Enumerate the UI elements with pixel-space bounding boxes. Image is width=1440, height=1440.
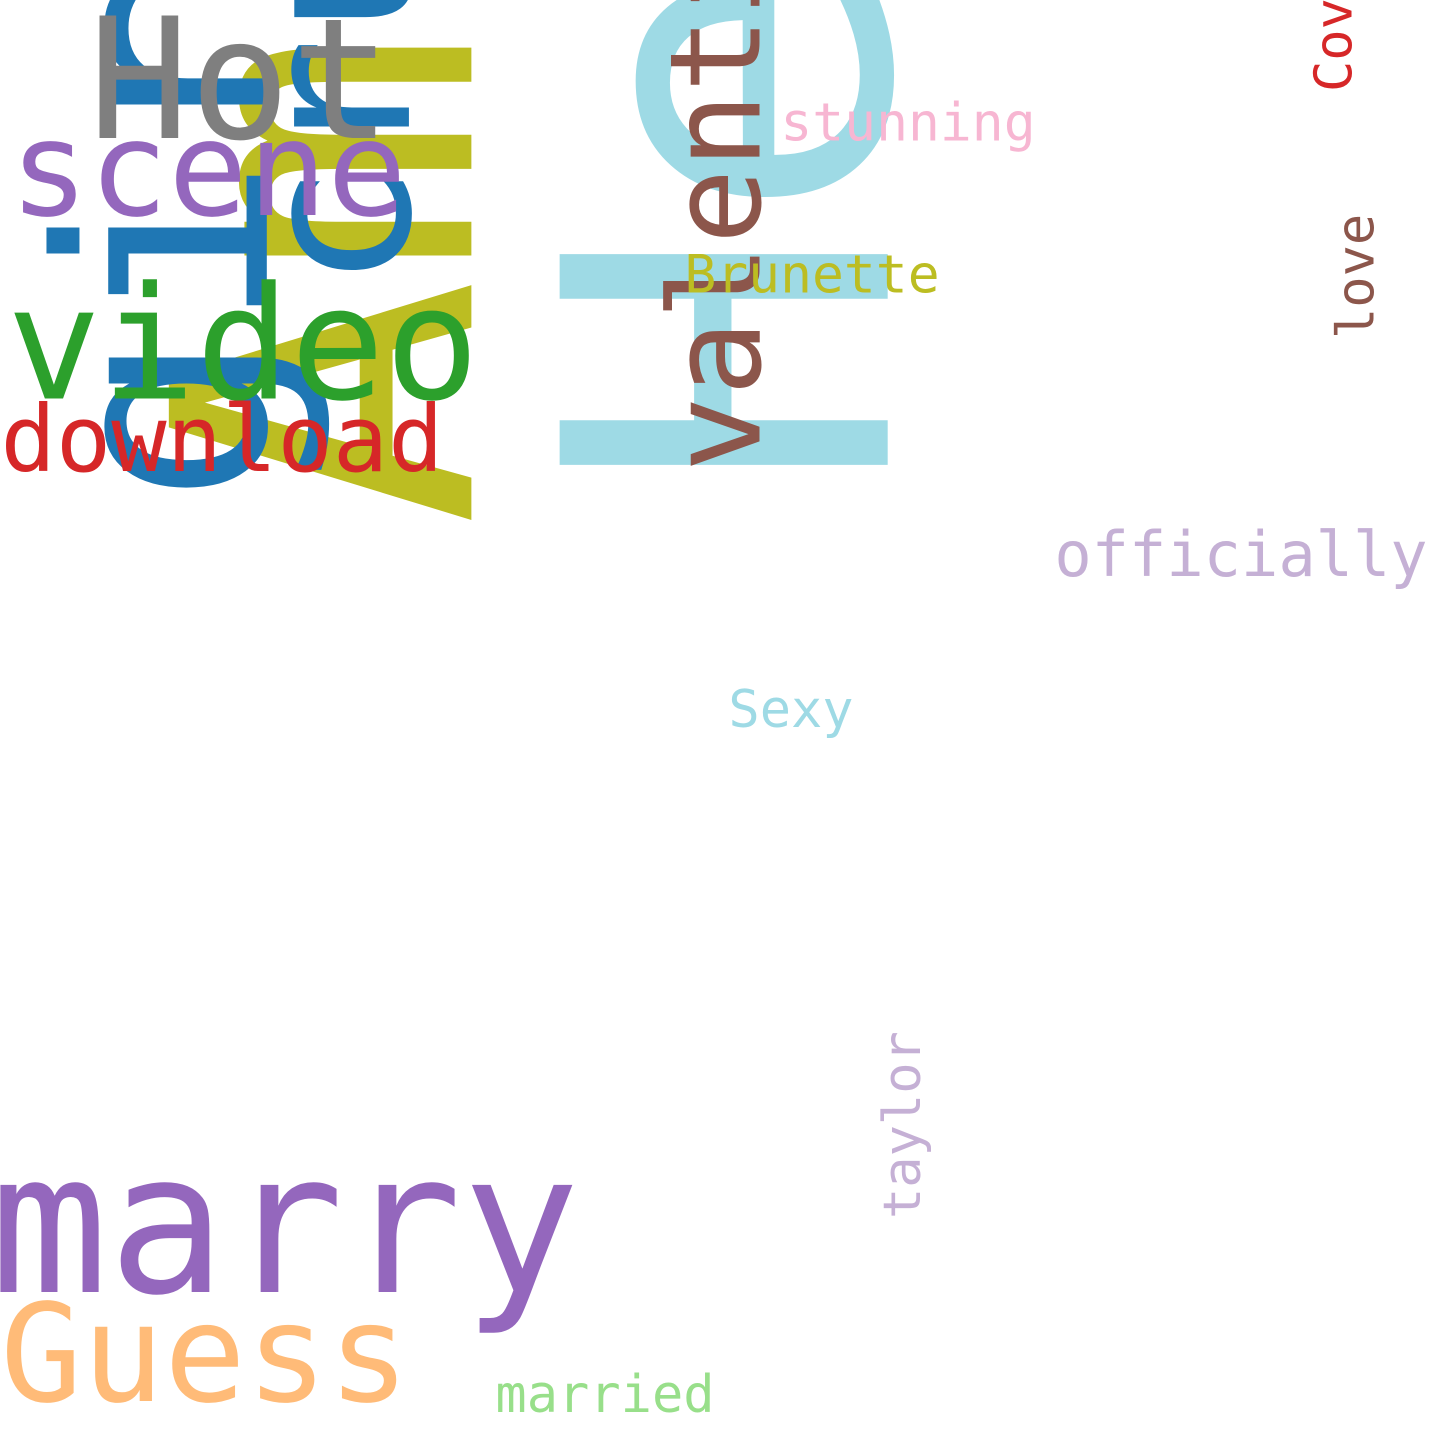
word-married: married <box>495 1365 715 1425</box>
word-valentine: valentine <box>642 0 790 472</box>
word-hot: Hot <box>88 0 392 178</box>
word-scene: scene <box>9 93 407 247</box>
word-love: love <box>1326 213 1387 339</box>
word-video: video <box>6 253 480 437</box>
word-guess: Guess <box>0 1276 410 1434</box>
word-download: download <box>0 386 444 493</box>
word-marry: marry <box>0 1111 581 1339</box>
word-cover: Cover <box>1304 0 1365 92</box>
word-taylor: taylor <box>873 1031 934 1219</box>
word-sexy: Sexy <box>728 680 854 740</box>
word-stunning: stunning <box>780 92 1036 154</box>
word-brunette: Brunette <box>684 244 940 306</box>
word-officially: officially <box>1054 518 1428 591</box>
